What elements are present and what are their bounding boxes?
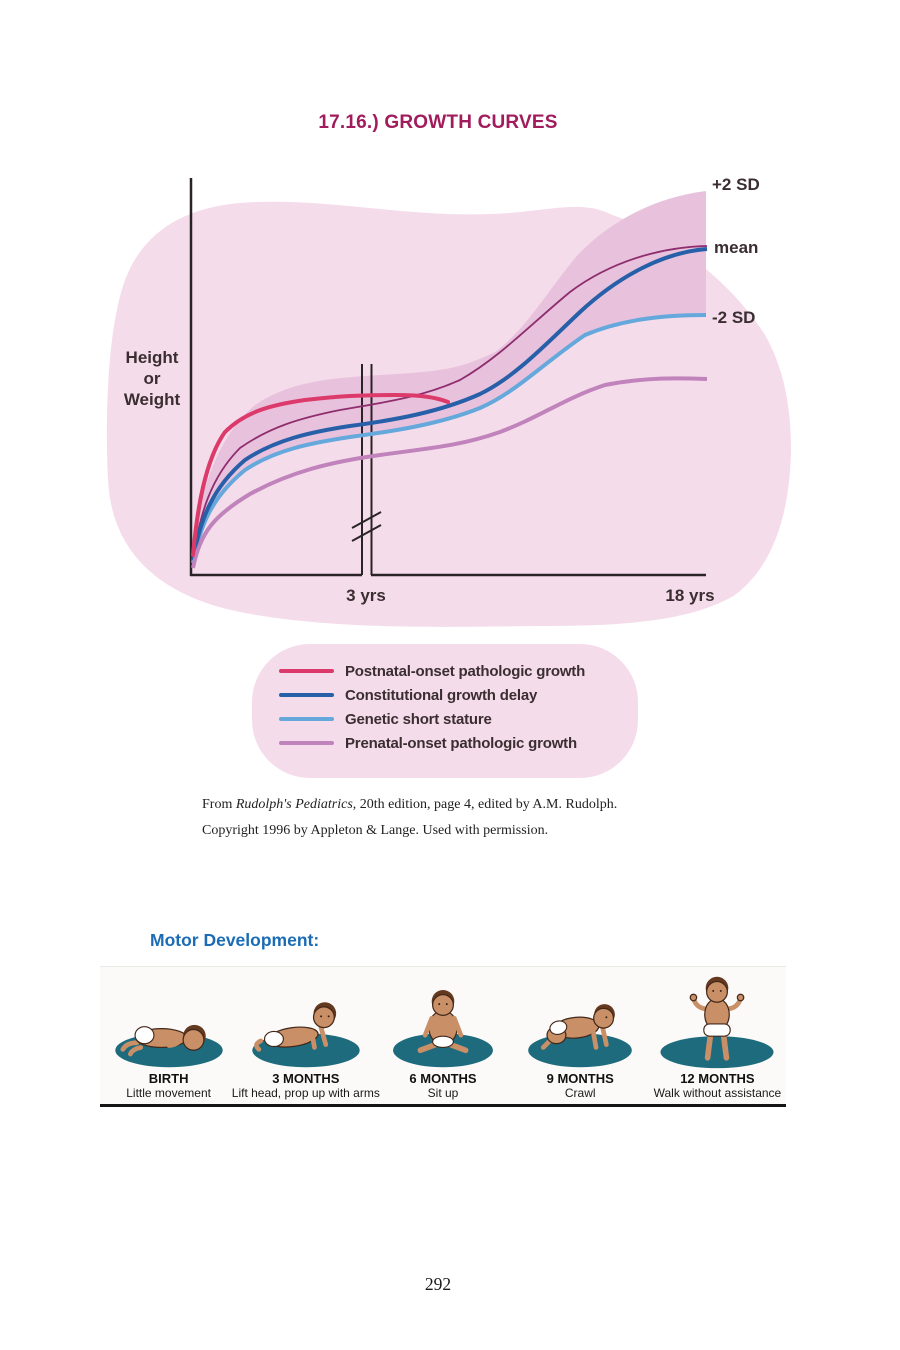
motor-development-panel: BIRTH Little movement 3 MONTHS Lift head… [100, 966, 786, 1107]
source-citation: From Rudolph's Pediatrics, 20th edition,… [202, 792, 762, 843]
milestone-skill: Walk without assistance [653, 1086, 782, 1100]
axis-break [351, 364, 382, 575]
baby-sitting-illustration [393, 989, 493, 1068]
mat [393, 1033, 493, 1068]
legend-label: Prenatal-onset pathologic growth [345, 734, 577, 752]
growth-curves-figure: +2 SD mean -2 SD Height or Weight 3 yrs … [100, 160, 810, 635]
citation-prefix: From [202, 797, 236, 812]
curve-genetic-short-stature [191, 313, 707, 564]
curve-prenatal-pathologic [191, 376, 708, 569]
citation-book-title: Rudolph's Pediatrics [235, 797, 353, 812]
baby-standing-illustration [660, 976, 774, 1069]
legend-item-postnatal: Postnatal-onset pathologic growth [252, 659, 638, 683]
band-label-plus2sd: +2 SD [712, 175, 760, 194]
baby-prone-illustration [252, 1002, 360, 1068]
milestone-age: 6 MONTHS [409, 1071, 477, 1086]
baby-crawling-illustration [528, 1004, 633, 1068]
curve-postnatal-pathologic [191, 392, 450, 557]
milestone-3-months: 3 MONTHS Lift head, prop up with arms [232, 967, 380, 1104]
growth-chart: +2 SD mean -2 SD Height or Weight 3 yrs … [106, 175, 791, 627]
milestone-age: BIRTH [148, 1071, 189, 1086]
milestone-9-months: 9 MONTHS Crawl [512, 967, 649, 1104]
citation-rest: , 20th edition, page 4, edited by A.M. R… [352, 797, 618, 812]
milestone-6-months: 6 MONTHS Sit up [374, 967, 511, 1104]
baby-newborn-illustration [114, 1024, 223, 1068]
milestone-age: 12 MONTHS [680, 1071, 755, 1086]
y-axis-label-line1: Height [126, 348, 179, 367]
page-title: 17.16.) GROWTH CURVES [318, 112, 558, 133]
legend-swatch-prenatal [279, 741, 334, 745]
milestone-age: 9 MONTHS [546, 1071, 614, 1086]
mat [660, 1036, 774, 1069]
milestone-age: 3 MONTHS [272, 1071, 340, 1086]
citation-line2: Copyright 1996 by Appleton & Lange. Used… [202, 822, 549, 838]
y-axis-label-line3: Weight [124, 390, 181, 409]
page-number: 292 [424, 1274, 452, 1294]
x-tick-18yrs: 18 yrs [665, 586, 714, 605]
chart-legend: Postnatal-onset pathologic growth Consti… [252, 644, 638, 778]
legend-item-prenatal: Prenatal-onset pathologic growth [252, 731, 638, 755]
milestone-skill: Lift head, prop up with arms [231, 1086, 380, 1100]
curve-constitutional-delay [191, 247, 708, 561]
milestone-skill: Crawl [564, 1086, 596, 1100]
x-tick-3yrs: 3 yrs [346, 586, 386, 605]
y-axis-label-line2: or [144, 369, 161, 388]
legend-swatch-genetic [279, 717, 334, 721]
legend-label: Constitutional growth delay [345, 686, 538, 704]
mat [528, 1033, 633, 1068]
milestone-skill: Sit up [427, 1086, 459, 1100]
legend-item-constitutional: Constitutional growth delay [252, 683, 638, 707]
milestone-skill: Little movement [126, 1086, 211, 1100]
legend-label: Postnatal-onset pathologic growth [345, 662, 586, 680]
legend-label: Genetic short stature [345, 710, 492, 728]
milestone-birth: BIRTH Little movement [100, 967, 237, 1104]
normal-range-band [192, 191, 706, 563]
band-label-mean: mean [714, 238, 758, 257]
legend-item-genetic: Genetic short stature [252, 707, 638, 731]
motor-development-heading: Motor Development: [150, 930, 320, 950]
milestone-12-months: 12 MONTHS Walk without assistance [649, 967, 786, 1104]
legend-swatch-constitutional [279, 693, 334, 697]
legend-swatch-postnatal [279, 669, 334, 673]
band-label-minus2sd: -2 SD [712, 308, 755, 327]
